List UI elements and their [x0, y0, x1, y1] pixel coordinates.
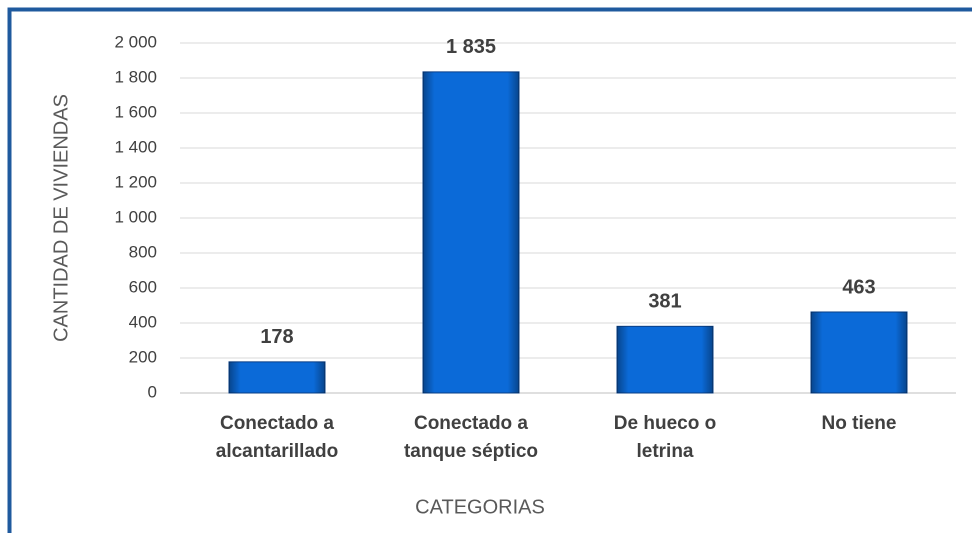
bar-shade — [423, 71, 519, 393]
x-tick-label: De hueco o — [614, 413, 716, 434]
data-label: 463 — [842, 276, 875, 298]
data-label: 381 — [648, 291, 681, 313]
y-tick-label: 1 800 — [114, 67, 157, 86]
x-tick-label: No tiene — [822, 413, 897, 434]
bar-shade — [617, 326, 713, 393]
x-tick-label: Conectado a — [414, 413, 528, 434]
x-axis-title: CATEGORIAS — [415, 496, 545, 518]
data-label: 1 835 — [446, 36, 496, 58]
bar-shade — [229, 361, 325, 393]
data-label: 178 — [260, 326, 293, 348]
y-tick-label: 1 600 — [114, 102, 157, 121]
x-tick-label: alcantarillado — [216, 441, 339, 462]
y-tick-label: 1 000 — [114, 207, 157, 226]
x-tick-label: letrina — [636, 441, 693, 462]
x-tick-label: Conectado a — [220, 413, 334, 434]
y-tick-label: 1 400 — [114, 137, 157, 156]
y-tick-label: 200 — [129, 347, 157, 366]
frame — [7, 7, 972, 533]
y-tick-label: 1 200 — [114, 172, 157, 191]
y-tick-label: 0 — [148, 382, 157, 401]
y-tick-label: 800 — [129, 242, 157, 261]
x-tick-label: tanque séptico — [404, 441, 538, 462]
y-tick-label: 400 — [129, 312, 157, 331]
bar-shade — [811, 311, 907, 393]
y-tick-label: 2 000 — [114, 32, 157, 51]
y-axis-title: CANTIDAD DE VIVIENDAS — [50, 94, 72, 342]
y-tick-label: 600 — [129, 277, 157, 296]
